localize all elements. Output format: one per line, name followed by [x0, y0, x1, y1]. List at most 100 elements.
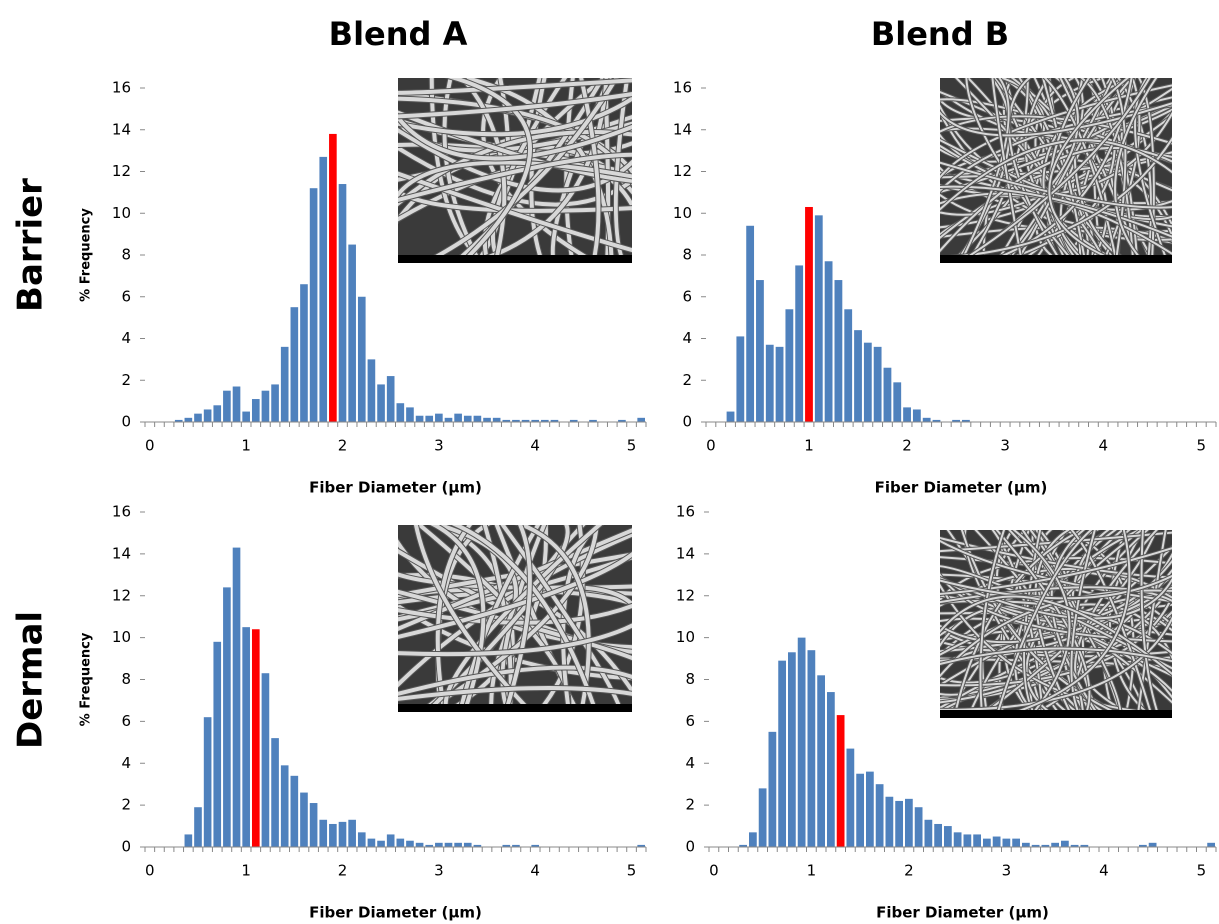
fiber: [968, 78, 1151, 255]
bar: [1139, 844, 1147, 847]
fiber: [430, 525, 486, 704]
bar: [425, 844, 434, 847]
bar: [856, 773, 864, 847]
bar: [463, 415, 472, 422]
bar: [569, 419, 578, 422]
bar: [454, 842, 462, 847]
bar: [512, 844, 520, 847]
fiber: [398, 114, 632, 161]
y-tick-label: 8: [121, 246, 131, 264]
y-tick-label: 16: [112, 79, 131, 97]
fiber: [1070, 530, 1096, 710]
x-axis-label: Fiber Diameter (µm): [876, 904, 1049, 922]
x-tick-label: 0: [709, 862, 719, 880]
x-tick-label: 2: [338, 862, 348, 880]
sem-info-bar: [398, 255, 632, 263]
x-tick-label: 5: [1197, 862, 1207, 880]
x-tick-label: 3: [434, 437, 444, 455]
sem-info-bar: [398, 704, 632, 712]
bar: [1148, 842, 1157, 847]
bar: [953, 832, 962, 847]
y-tick-label: 14: [676, 544, 695, 562]
bar: [300, 792, 308, 847]
fiber: [940, 647, 1172, 666]
x-axis-label: Fiber Diameter (µm): [309, 904, 482, 922]
fiber: [1074, 530, 1159, 710]
bar: [454, 413, 462, 422]
y-tick-label: 12: [673, 162, 692, 180]
bar: [261, 390, 270, 422]
sem-image: [940, 530, 1172, 718]
bar: [827, 692, 835, 847]
bar: [184, 417, 193, 422]
x-tick-label: 3: [1000, 437, 1010, 455]
y-tick-label: 8: [682, 246, 692, 264]
bar: [502, 419, 511, 422]
fiber: [997, 530, 1093, 710]
bar: [768, 731, 777, 847]
bar: [637, 844, 645, 847]
y-tick-label: 16: [673, 79, 692, 97]
bar: [746, 225, 755, 422]
y-tick-label: 14: [112, 120, 131, 138]
x-tick-label: 1: [804, 437, 814, 455]
y-tick-label: 0: [682, 413, 692, 431]
row-title: Barrier: [11, 178, 51, 312]
bar: [251, 629, 260, 847]
fiber: [398, 686, 632, 701]
bar: [280, 346, 289, 422]
bar: [271, 738, 279, 847]
y-tick-label: 8: [121, 670, 131, 688]
bar: [367, 359, 376, 422]
bar: [406, 407, 414, 422]
bar: [866, 771, 874, 847]
bar: [194, 807, 202, 847]
bar: [203, 717, 212, 847]
bar: [932, 419, 941, 422]
y-tick-label: 6: [682, 287, 692, 305]
bar: [223, 587, 231, 847]
bar: [406, 840, 414, 847]
y-tick-label: 12: [676, 586, 695, 604]
bar: [473, 415, 482, 422]
bar: [415, 842, 424, 847]
fiber: [991, 78, 1022, 255]
bar: [473, 844, 482, 847]
bar: [618, 419, 626, 422]
y-tick-label: 16: [676, 503, 695, 521]
bar: [213, 405, 222, 422]
bar: [492, 417, 501, 422]
bar: [463, 842, 472, 847]
y-tick-label: 10: [112, 204, 131, 222]
bar: [637, 417, 645, 422]
bar: [912, 409, 921, 422]
y-tick-label: 4: [121, 754, 131, 772]
bar: [290, 307, 299, 422]
x-tick-label: 4: [530, 862, 540, 880]
bar: [232, 547, 241, 847]
bar: [309, 188, 318, 422]
bar: [425, 415, 434, 422]
bar: [758, 788, 767, 847]
x-tick-label: 5: [627, 437, 637, 455]
sem-image: [398, 78, 632, 263]
bar: [785, 309, 794, 422]
bar: [512, 419, 520, 422]
y-tick-label: 16: [112, 503, 131, 521]
bar: [795, 265, 804, 422]
y-tick-label: 14: [673, 120, 692, 138]
x-tick-label: 0: [145, 862, 155, 880]
sem-info-bar: [940, 710, 1172, 718]
fiber: [1048, 78, 1130, 255]
bar: [435, 842, 443, 847]
y-tick-label: 6: [121, 287, 131, 305]
bar: [805, 206, 813, 422]
bar: [944, 826, 952, 847]
bar: [377, 840, 385, 847]
bar: [531, 419, 540, 422]
bar: [531, 844, 540, 847]
y-tick-label: 0: [685, 838, 695, 856]
bar: [550, 419, 559, 422]
bar: [483, 417, 491, 422]
y-tick-label: 0: [121, 838, 131, 856]
